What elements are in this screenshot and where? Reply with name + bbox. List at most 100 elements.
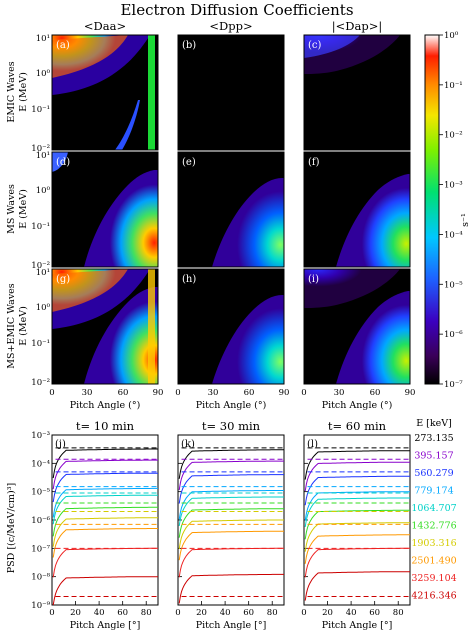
panel-label-f: (f)	[308, 157, 320, 168]
psd-series-line	[178, 496, 284, 526]
psd-panel-letter: (k)	[181, 439, 195, 450]
y-tick-label: 10⁻³	[31, 431, 50, 441]
panel-label-e: (e)	[182, 157, 196, 168]
psd-series-line	[178, 573, 284, 604]
colorbar: 10⁰ 10⁻¹ 10⁻² 10⁻³ 10⁻⁴ 10⁻⁵ 10⁻⁶ 10⁻⁷ s⁻¹	[424, 31, 471, 390]
psd-series-line	[304, 509, 410, 540]
panel-h-ms-tongue	[212, 295, 284, 384]
colorbar-tick-label: 10⁻⁶	[444, 330, 463, 340]
y-axis-label-row3: E (MeV)	[18, 306, 29, 346]
x-tick: 90	[405, 388, 416, 398]
x-tick-label: 40	[220, 608, 231, 618]
heatmap-x-label-2: Pitch Angle (°)	[196, 400, 267, 411]
heatmap-panel-e: (e)	[177, 151, 285, 268]
y-axis-label-row2: E (MeV)	[18, 189, 29, 229]
psd-panel-letter: (j)	[55, 439, 66, 450]
panel-b-background	[178, 35, 284, 150]
heatmap-panel-a: (a)	[51, 34, 159, 151]
legend-entry: 395.157	[414, 451, 453, 462]
psd-panel: t= 10 min (j) 0 20 40 60 80 10⁻³ 10⁻⁴ 10⁻⁵ 10⁻⁶ 10⁻…	[31, 419, 159, 631]
psd-x-label: Pitch Angle [°]	[196, 620, 267, 631]
psd-series-line	[52, 472, 158, 503]
psd-series-line	[304, 461, 410, 492]
x-tick: 0	[49, 388, 54, 398]
column-header-dap: |<Dap>|	[332, 19, 382, 34]
x-tick: 90	[279, 388, 290, 398]
y-tick: 10⁻²	[31, 378, 50, 388]
psd-y-axis-label: PSD [(c/MeV/cm)³]	[6, 483, 17, 573]
y-tick-label: 10⁻⁷	[31, 544, 50, 554]
panel-e-ms-tongue	[212, 178, 284, 267]
psd-series-line	[52, 459, 158, 490]
y-axis-label-row1: E (MeV)	[18, 72, 29, 112]
x-tick-label: 60	[243, 608, 254, 618]
y-tick: 10⁰	[36, 69, 51, 79]
psd-series-line	[304, 450, 410, 480]
psd-series-line	[178, 490, 284, 520]
heatmap-panel-d: (d)	[51, 151, 159, 268]
figure-title: Electron Diffusion Coefficients	[120, 1, 353, 19]
row-label-emic: EMIC Waves	[6, 61, 17, 122]
psd-x-label: Pitch Angle [°]	[322, 620, 393, 631]
panel-label-a: (a)	[56, 40, 70, 51]
column-header-dpp: <Dpp>	[209, 19, 252, 33]
psd-series-line	[52, 576, 158, 606]
legend-entry: 1903.316	[411, 538, 456, 549]
heatmap-panel-f: (f)	[303, 151, 411, 268]
panel-d-corner-patch	[52, 152, 68, 172]
x-tick: 30	[82, 388, 93, 398]
x-tick-label: 0	[175, 608, 180, 618]
panel-a-90deg-strip	[148, 35, 155, 150]
y-tick: 10⁰	[36, 186, 51, 196]
panel-c-emic-core	[304, 35, 360, 58]
panel-i-ms-tongue	[336, 291, 410, 384]
y-tick: 10¹	[36, 151, 50, 161]
psd-series-line	[304, 571, 410, 601]
x-tick: 60	[118, 388, 129, 398]
psd-series-line	[178, 460, 284, 491]
x-tick-label: 80	[393, 608, 404, 618]
x-tick-label: 0	[301, 608, 306, 618]
psd-series-line	[52, 448, 158, 479]
y-tick: 10⁻²	[31, 144, 50, 154]
y-tick: 10⁻²	[31, 261, 50, 271]
x-tick-label: 40	[346, 608, 357, 618]
psd-series-line	[304, 497, 410, 527]
x-tick-label: 0	[49, 608, 54, 618]
psd-series-line	[52, 547, 158, 578]
psd-series-line	[304, 491, 410, 521]
energy-legend: 273.135 395.157 560.279 779.174 1064.707 1432…	[411, 433, 456, 602]
colorbar-tick-label: 10⁻⁵	[444, 280, 463, 290]
psd-series-line	[304, 522, 410, 552]
panel-label-g: (g)	[56, 274, 70, 285]
heatmap-x-label-3: Pitch Angle (°)	[322, 400, 393, 411]
psd-series-line	[304, 534, 410, 564]
heatmap-x-label-1: Pitch Angle (°)	[70, 400, 141, 411]
y-tick-label: 10⁻⁶	[31, 516, 50, 526]
legend-entry: 273.135	[414, 433, 453, 444]
heatmap-panel-h: (h)	[177, 268, 285, 385]
y-tick: 10¹	[36, 34, 50, 44]
y-tick-label: 10⁻⁵	[31, 488, 50, 498]
legend-entry: 560.279	[414, 468, 453, 479]
colorbar-tick-label: 10⁰	[444, 31, 459, 41]
x-tick-label: 60	[117, 608, 128, 618]
panel-a-loss-cone-band	[115, 100, 140, 150]
x-tick: 0	[175, 388, 180, 398]
psd-series-line	[304, 547, 410, 578]
psd-panel-letter: (l)	[307, 439, 318, 450]
heatmap-panel-b: (b)	[177, 34, 285, 151]
psd-x-label: Pitch Angle [°]	[70, 620, 141, 631]
panel-d-ms-tongue	[84, 170, 158, 267]
colorbar-tick-label: 10⁻²	[444, 131, 463, 141]
x-tick-label: 60	[369, 608, 380, 618]
x-tick-label: 80	[267, 608, 278, 618]
legend-entry: 4216.346	[411, 591, 456, 602]
psd-series-line	[178, 508, 284, 538]
panel-g-90deg-strip	[148, 269, 155, 384]
panel-g-ms-tongue	[84, 287, 158, 384]
energy-header: E [keV]	[416, 418, 452, 429]
heatmap-x-ticks: 0 30 60 90 0 30 60 90 0 30 60 90	[49, 388, 415, 398]
colorbar-unit-label: s⁻¹	[460, 213, 471, 227]
